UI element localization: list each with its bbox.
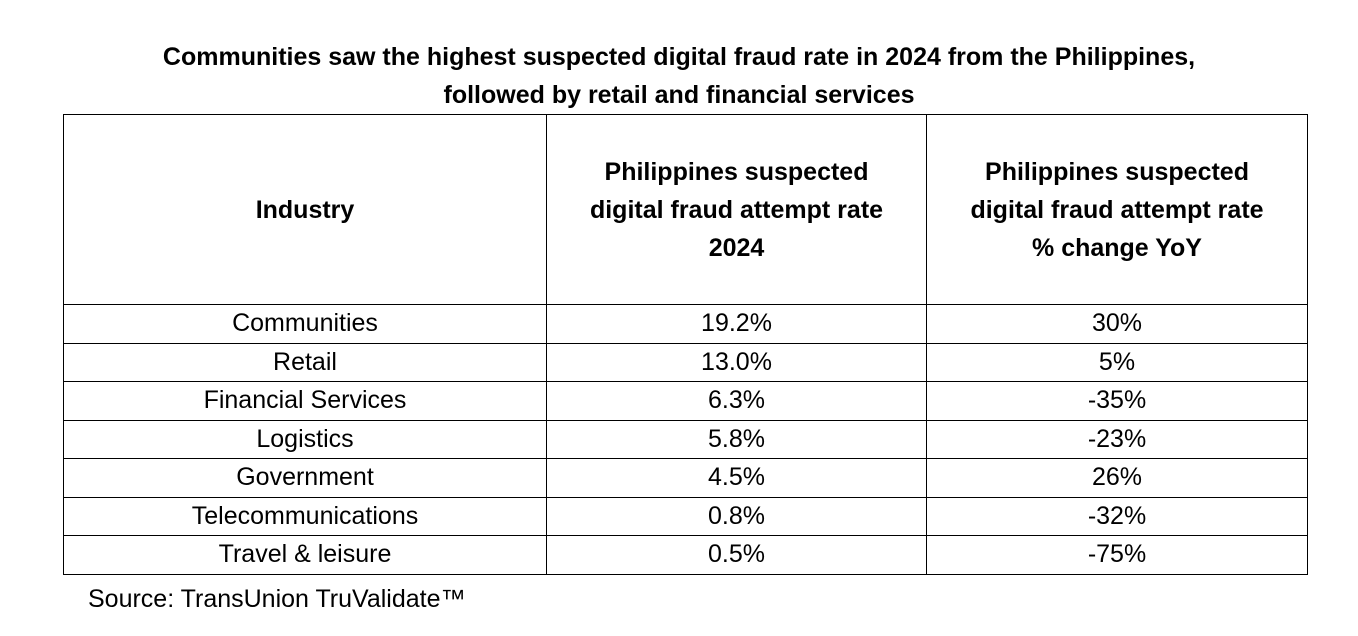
column-header-yoy-change-line-1: Philippines suspected (985, 157, 1249, 186)
rate-2024-cell: 13.0% (546, 342, 927, 382)
yoy-change-cell: -35% (926, 381, 1308, 421)
chart-title-line-1: Communities saw the highest suspected di… (162, 43, 1196, 71)
yoy-change-cell: -75% (926, 535, 1308, 575)
table-row: Logistics 5.8% -23% (63, 419, 1308, 459)
industry-cell: Retail (63, 342, 547, 382)
source-note: Source: TransUnion TruValidate™ (88, 585, 466, 613)
column-header-yoy-change-line-2: digital fraud attempt rate (970, 195, 1264, 224)
column-header-industry-line-1: Industry (255, 195, 355, 224)
table-row: Communities 19.2% 30% (63, 304, 1308, 344)
column-header-rate-2024: Philippines suspected digital fraud atte… (546, 114, 927, 305)
industry-cell: Telecommunications (63, 496, 547, 536)
column-header-yoy-change: Philippines suspected digital fraud atte… (926, 114, 1308, 305)
table-row: Government 4.5% 26% (63, 458, 1308, 498)
table-row: Financial Services 6.3% -35% (63, 381, 1308, 421)
column-header-rate-2024-line-2: digital fraud attempt rate (589, 195, 884, 224)
industry-cell: Travel & leisure (63, 535, 547, 575)
column-header-rate-2024-line-3: 2024 (708, 233, 765, 262)
chart-title-line-2: followed by retail and financial service… (443, 81, 915, 109)
rate-2024-cell: 0.8% (546, 496, 927, 536)
yoy-change-cell: 5% (926, 342, 1308, 382)
table-row: Telecommunications 0.8% -32% (63, 496, 1308, 536)
rate-2024-cell: 5.8% (546, 419, 927, 459)
rate-2024-cell: 0.5% (546, 535, 927, 575)
chart-title: Communities saw the highest suspected di… (0, 38, 1358, 114)
industry-cell: Communities (63, 304, 547, 344)
table-row: Travel & leisure 0.5% -75% (63, 535, 1308, 575)
table-header-row: Industry Philippines suspected digital f… (63, 114, 1308, 305)
yoy-change-cell: 30% (926, 304, 1308, 344)
table-row: Retail 13.0% 5% (63, 342, 1308, 382)
industry-cell: Financial Services (63, 381, 547, 421)
column-header-rate-2024-line-1: Philippines suspected (604, 157, 869, 186)
yoy-change-cell: 26% (926, 458, 1308, 498)
column-header-industry: Industry (63, 114, 547, 305)
column-header-yoy-change-line-3: % change YoY (1032, 233, 1202, 262)
yoy-change-cell: -23% (926, 419, 1308, 459)
rate-2024-cell: 4.5% (546, 458, 927, 498)
fraud-rate-table: Industry Philippines suspected digital f… (63, 114, 1308, 575)
rate-2024-cell: 6.3% (546, 381, 927, 421)
rate-2024-cell: 19.2% (546, 304, 927, 344)
industry-cell: Government (63, 458, 547, 498)
industry-cell: Logistics (63, 419, 547, 459)
yoy-change-cell: -32% (926, 496, 1308, 536)
